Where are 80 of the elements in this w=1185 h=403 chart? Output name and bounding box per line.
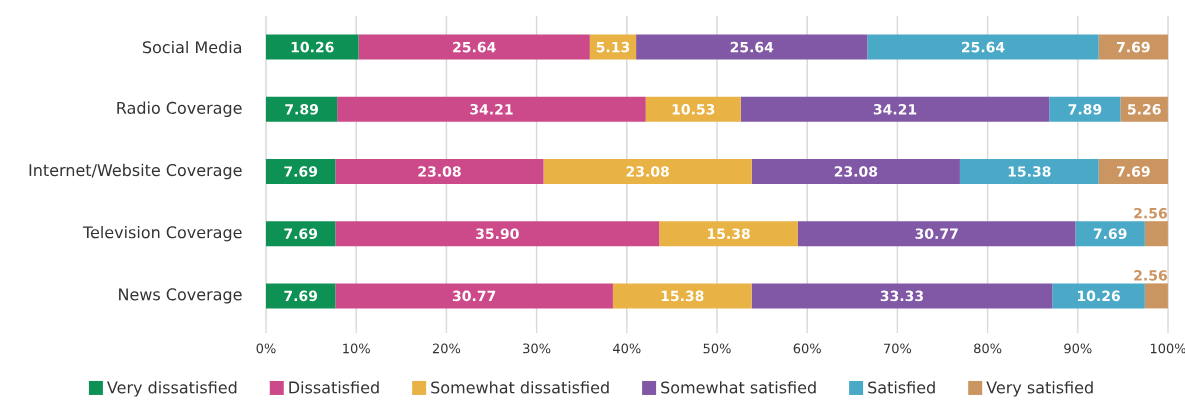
x-tick-label: 0%	[256, 343, 276, 354]
bar	[659, 221, 798, 247]
data-label: 2.56	[1134, 207, 1167, 219]
data-label: 7.69	[1093, 228, 1127, 239]
bar	[335, 221, 660, 247]
data-label: 25.64	[961, 41, 1005, 53]
x-tick-label: 30%	[523, 343, 551, 354]
bar	[751, 283, 1053, 309]
bar	[740, 96, 1050, 122]
bar	[645, 96, 741, 122]
bar	[1075, 221, 1145, 247]
data-label: 33.33	[880, 290, 923, 302]
x-tick-label: 90%	[1064, 343, 1092, 354]
bar	[612, 283, 752, 309]
bar	[266, 221, 336, 247]
x-tick-label: 10%	[343, 343, 370, 354]
x-tick-label: 40%	[613, 343, 641, 354]
bar	[959, 159, 1099, 184]
bar	[337, 96, 646, 122]
x-tick-label: 60%	[793, 343, 821, 354]
bar	[266, 283, 336, 309]
bar	[636, 34, 868, 60]
bar	[797, 221, 1076, 247]
data-label: 35.90	[476, 228, 519, 239]
data-label: 23.08	[418, 166, 461, 177]
bar	[1052, 283, 1145, 309]
bar	[1144, 221, 1168, 247]
data-label: 30.77	[915, 228, 958, 239]
legend-label: Satisfied	[868, 381, 935, 394]
data-label: 25.64	[453, 41, 496, 53]
data-label: 7.69	[284, 290, 318, 302]
x-tick-label: 20%	[432, 343, 461, 354]
data-label: 7.69	[284, 166, 318, 177]
data-label: 30.77	[452, 290, 496, 302]
data-label: 34.21	[470, 104, 513, 115]
x-tick-label: 80%	[974, 343, 1002, 354]
bar	[266, 159, 336, 184]
y-tick-label: Television Coverage	[82, 225, 242, 242]
bar	[867, 34, 1099, 60]
data-label: 2.56	[1134, 270, 1167, 281]
data-label: 10.53	[672, 104, 715, 115]
data-label: 34.21	[873, 104, 917, 115]
bar	[1049, 96, 1121, 122]
x-tick-label: 100%	[1150, 343, 1185, 354]
bar	[266, 34, 359, 60]
data-label: 7.69	[284, 228, 318, 239]
bar	[335, 283, 613, 309]
data-label: 23.08	[834, 166, 878, 177]
legend-label: Somewhat satisfied	[661, 381, 816, 394]
y-tick-label: Social Media	[142, 40, 242, 54]
data-label: 7.89	[285, 104, 318, 115]
y-tick-label: News Coverage	[119, 288, 242, 304]
data-label: 5.26	[1128, 104, 1161, 115]
data-label: 10.26	[291, 41, 334, 53]
bar	[751, 159, 960, 184]
bar	[266, 96, 338, 122]
y-tick-label: Internet/Website Coverage	[29, 163, 242, 180]
data-label: 15.38	[1008, 166, 1051, 177]
bar	[335, 159, 544, 184]
data-label: 15.38	[661, 290, 704, 302]
legend-label: Somewhat dissatisfied	[431, 381, 609, 394]
data-label: 23.08	[626, 166, 669, 177]
legend-label: Very satisfied	[986, 381, 1093, 397]
x-tick-label: 50%	[703, 343, 731, 354]
data-label: 5.13	[596, 41, 630, 53]
bar	[1098, 34, 1169, 60]
data-label: 15.38	[707, 228, 750, 239]
data-label: 7.69	[1117, 166, 1150, 177]
data-label: 7.69	[1117, 41, 1150, 53]
bar	[358, 34, 590, 60]
y-tick-label: Radio Coverage	[117, 101, 242, 118]
data-label: 7.89	[1068, 104, 1102, 115]
data-label: 10.26	[1078, 290, 1120, 302]
bar	[1098, 159, 1169, 184]
data-label: 25.64	[730, 41, 774, 53]
bar	[1144, 283, 1168, 309]
legend-label: Very dissatisfied	[107, 381, 237, 397]
x-tick-label: 70%	[884, 343, 912, 354]
legend-label: Dissatisfied	[289, 381, 379, 394]
bar	[543, 159, 752, 184]
